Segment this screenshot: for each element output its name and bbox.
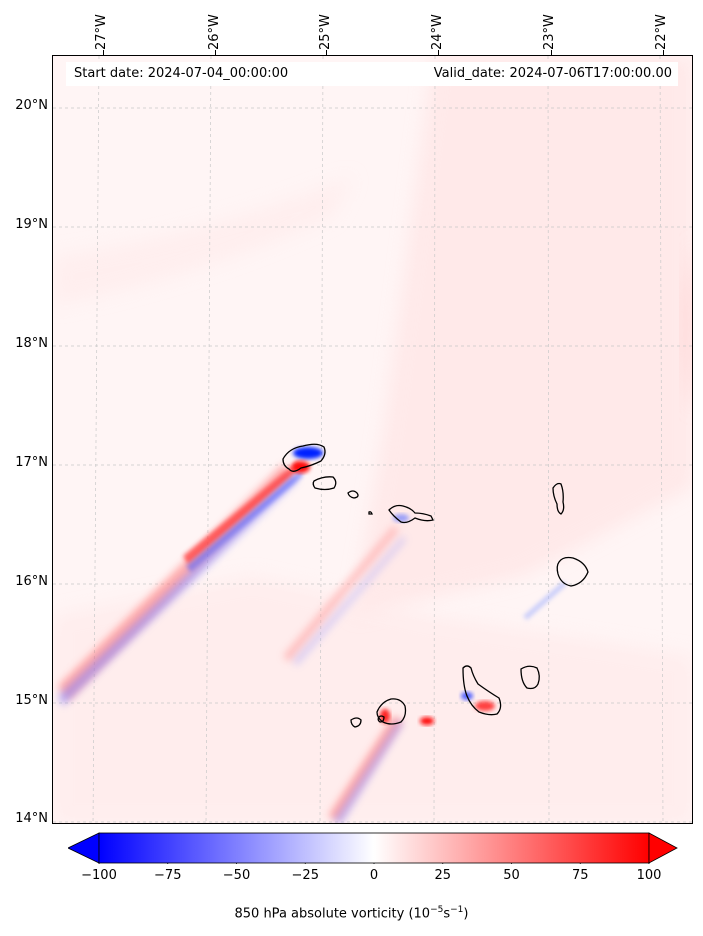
colorbar-title-end: ) bbox=[463, 906, 469, 922]
lat-label-18n: 18°N bbox=[15, 336, 48, 351]
wake-streak-central-negative bbox=[293, 536, 406, 666]
island-santo-antao bbox=[282, 443, 326, 472]
lon-label-27w: 27°W bbox=[94, 14, 109, 50]
colorbar bbox=[68, 832, 678, 864]
colorbar-title-exp2: −1 bbox=[450, 905, 464, 915]
vortex-negative-santo-antao bbox=[293, 447, 323, 459]
island-branco bbox=[368, 511, 373, 515]
broad-positive-band bbox=[353, 56, 692, 616]
northern-streak bbox=[53, 176, 353, 306]
lon-label-23w: 23°W bbox=[542, 14, 557, 50]
colorbar-tick-label: 100 bbox=[636, 868, 662, 883]
lat-label-17n: 17°N bbox=[15, 455, 48, 470]
vortex-positive-santiago bbox=[475, 701, 495, 711]
gridlines bbox=[53, 56, 692, 823]
colorbar-title-exp1: −5 bbox=[430, 905, 444, 915]
colorbar-tick-label: 0 bbox=[369, 868, 379, 883]
vortex-positive-fogo-west bbox=[380, 709, 390, 723]
coastlines bbox=[282, 443, 589, 728]
island-boa-vista bbox=[556, 556, 589, 587]
colorbar-tick-label: 75 bbox=[571, 868, 589, 883]
colorbar-tick-label: −25 bbox=[291, 868, 319, 883]
island-sao-nicolau bbox=[388, 504, 434, 524]
island-santa-luzia bbox=[347, 490, 359, 499]
colorbar-ticks bbox=[98, 863, 650, 864]
colorbar-tick-label: 50 bbox=[503, 868, 520, 883]
colorbar-tick-label: −50 bbox=[222, 868, 251, 883]
lat-label-19n: 19°N bbox=[15, 217, 48, 232]
lon-tick bbox=[103, 50, 104, 55]
southern-positive-area bbox=[53, 576, 692, 823]
colorbar-tick-label: −100 bbox=[81, 868, 117, 883]
lon-tick bbox=[551, 50, 552, 55]
island-maio bbox=[520, 665, 540, 690]
lat-label-20n: 20°N bbox=[15, 98, 48, 113]
vortex-negative-sao-nicolau bbox=[393, 514, 409, 522]
lon-label-26w: 26°W bbox=[207, 14, 222, 50]
colorbar-gradient bbox=[98, 832, 650, 864]
lat-label-16n: 16°N bbox=[15, 574, 48, 589]
date-info-box: Start date: 2024-07-04_00:00:00 Valid_da… bbox=[66, 62, 678, 86]
lat-label-15n: 15°N bbox=[15, 693, 48, 708]
lon-tick bbox=[438, 50, 439, 55]
lon-label-22w: 22°W bbox=[654, 14, 669, 50]
colorbar-title-text: 850 hPa absolute vorticity (10 bbox=[234, 906, 431, 922]
lon-tick bbox=[326, 50, 327, 55]
wake-streak-fogo-negative bbox=[333, 720, 403, 823]
lon-label-25w: 25°W bbox=[318, 14, 333, 50]
map-panel bbox=[52, 55, 693, 824]
valid-date-label: Valid_date: 2024-07-06T17:00:00.00 bbox=[433, 66, 672, 81]
island-fogo-inner bbox=[377, 715, 385, 723]
wake-streak-boavista bbox=[523, 581, 567, 620]
wake-streak-northwest bbox=[58, 461, 303, 706]
wake-streak-central bbox=[283, 526, 399, 662]
island-sal bbox=[552, 482, 565, 515]
island-sao-vicente bbox=[312, 476, 337, 491]
start-date-label: Start date: 2024-07-04_00:00:00 bbox=[74, 66, 289, 81]
colorbar-extend-min bbox=[68, 832, 100, 864]
lon-label-24w: 24°W bbox=[430, 14, 445, 50]
colorbar-title: 850 hPa absolute vorticity (10−5s−1) bbox=[0, 905, 703, 921]
colorbar-tick-label: −75 bbox=[154, 868, 182, 883]
island-santiago bbox=[462, 665, 502, 716]
lon-tick bbox=[663, 50, 664, 55]
lat-label-14n: 14°N bbox=[15, 811, 48, 826]
vorticity-map bbox=[53, 56, 692, 823]
lon-tick bbox=[215, 50, 216, 55]
east-edge-positive bbox=[681, 246, 692, 409]
vortex-positive-fogo-east bbox=[420, 717, 434, 725]
colorbar-extend-max bbox=[648, 832, 678, 864]
colorbar-title-mid: s bbox=[443, 906, 451, 922]
island-brava bbox=[350, 717, 362, 728]
colorbar-tick-label: 25 bbox=[434, 868, 452, 883]
